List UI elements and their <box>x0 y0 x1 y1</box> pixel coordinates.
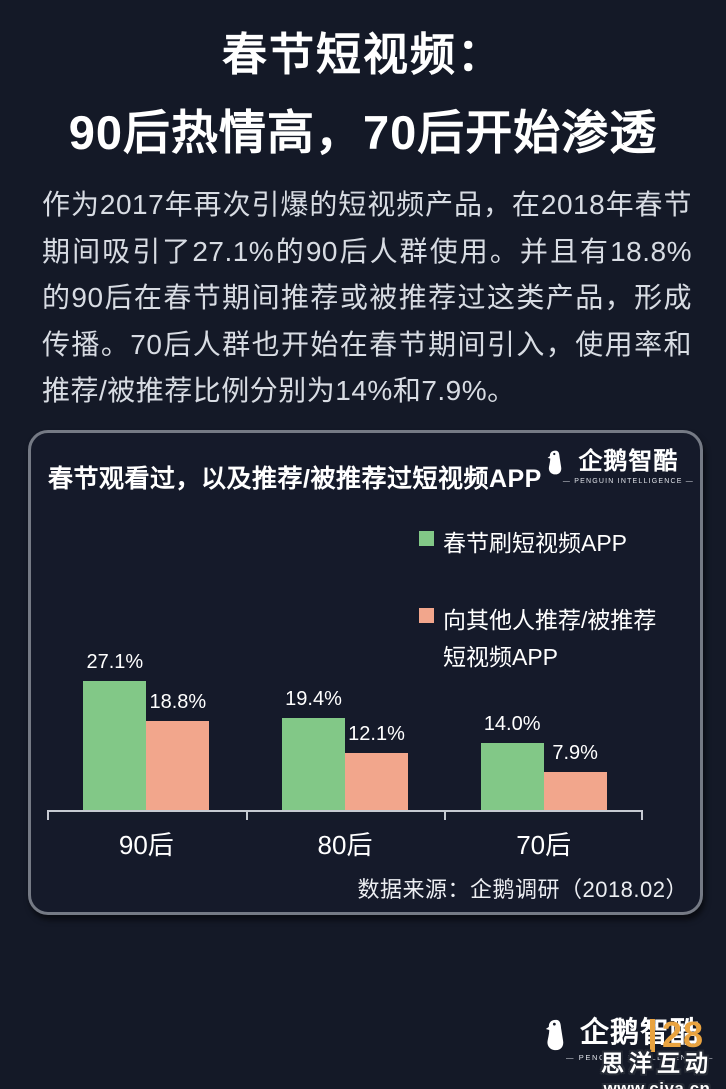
chart-card: 春节观看过，以及推荐/被推荐过短视频APP 企鹅智酷 — PENGUIN INT… <box>28 430 703 915</box>
intro-paragraph: 作为2017年再次引爆的短视频产品，在2018年春节期间吸引了27.1%的90后… <box>42 189 692 406</box>
main-title-line2: 90后热情高，70后开始渗透 <box>68 106 658 159</box>
footer-penguin-logo: 企鹅智酷 — PENGUIN INTELLIGENCE — <box>540 1017 715 1062</box>
bar-series1-90s <box>83 681 147 810</box>
bar-series2-90s <box>146 721 210 810</box>
chart-title: 春节观看过，以及推荐/被推荐过短视频APP <box>48 465 542 493</box>
axis-tick <box>245 812 248 820</box>
data-source: 数据来源：企鹅调研（2018.02） <box>357 877 688 902</box>
watermark-url: www.ciya.cn <box>603 1079 711 1089</box>
legend-label-line2: 短视频APP <box>443 644 559 670</box>
bar-group-70s: 14.0% 7.9% <box>444 648 643 810</box>
bar-column: 27.1% <box>83 651 147 810</box>
bar-column: 18.8% <box>146 691 210 810</box>
axis-tick <box>444 812 447 820</box>
value-label: 7.9% <box>552 742 598 764</box>
bar-series2-70s <box>543 772 607 810</box>
x-axis <box>47 810 643 821</box>
chart-legend: 春节刷短视频APP 向其他人推荐/被推荐 短视频APP <box>419 525 656 716</box>
main-title-line1: 春节短视频： <box>221 29 504 80</box>
watermark: 思洋互动 www.ciya.cn <box>596 1044 718 1089</box>
legend-item-watched: 春节刷短视频APP <box>419 525 656 562</box>
value-label: 27.1% <box>86 651 144 673</box>
category-90s: 90后 <box>118 830 174 860</box>
value-label: 18.8% <box>149 691 207 713</box>
value-label: 14.0% <box>483 713 541 735</box>
bar-series1-80s <box>282 718 345 810</box>
category-70s: 70后 <box>516 830 572 860</box>
page-number-divider <box>650 1018 655 1052</box>
watermark-name: 思洋互动 <box>601 1050 713 1076</box>
value-label: 12.1% <box>348 723 405 745</box>
bar-column: 14.0% <box>480 713 544 810</box>
bar-group-80s: 19.4% 12.1% <box>246 648 445 810</box>
legend-swatch-green <box>419 531 434 546</box>
penguin-intelligence-logo: 企鹅智酷 — PENGUIN INTELLIGENCE — <box>543 448 694 486</box>
footer-logo-subtitle: — PENGUIN INTELLIGENCE — <box>566 1052 715 1062</box>
legend-label-line1: 向其他人推荐/被推荐 <box>443 607 657 633</box>
bar-group-90s: 27.1% 18.8% <box>47 648 246 810</box>
bar-column: 19.4% <box>282 688 345 810</box>
axis-tick <box>641 812 643 820</box>
axis-tick <box>47 812 49 820</box>
bar-series2-80s <box>345 753 408 810</box>
legend-label: 向其他人推荐/被推荐 短视频APP <box>443 602 656 676</box>
logo-name: 企鹅智酷 <box>578 448 679 475</box>
category-labels: 90后 80后 70后 <box>47 825 643 862</box>
bar-column: 12.1% <box>345 723 408 810</box>
page-number: 28 <box>650 1014 704 1056</box>
footer-logo-name: 企鹅智酷 <box>580 1017 701 1049</box>
bar-series1-70s <box>480 743 544 810</box>
legend-label: 春节刷短视频APP <box>443 530 628 556</box>
legend-item-recommended: 向其他人推荐/被推荐 短视频APP <box>419 602 656 676</box>
category-80s: 80后 <box>317 830 373 860</box>
page-number-value: 28 <box>662 1014 705 1055</box>
penguin-icon <box>543 449 565 481</box>
legend-swatch-salmon <box>419 608 434 623</box>
bar-column: 7.9% <box>543 742 607 810</box>
penguin-icon <box>540 1018 568 1057</box>
value-label: 19.4% <box>285 688 342 710</box>
bar-chart: 27.1% 18.8% 19.4% 12.1% <box>47 648 643 810</box>
logo-subtitle: — PENGUIN INTELLIGENCE — <box>562 478 694 486</box>
